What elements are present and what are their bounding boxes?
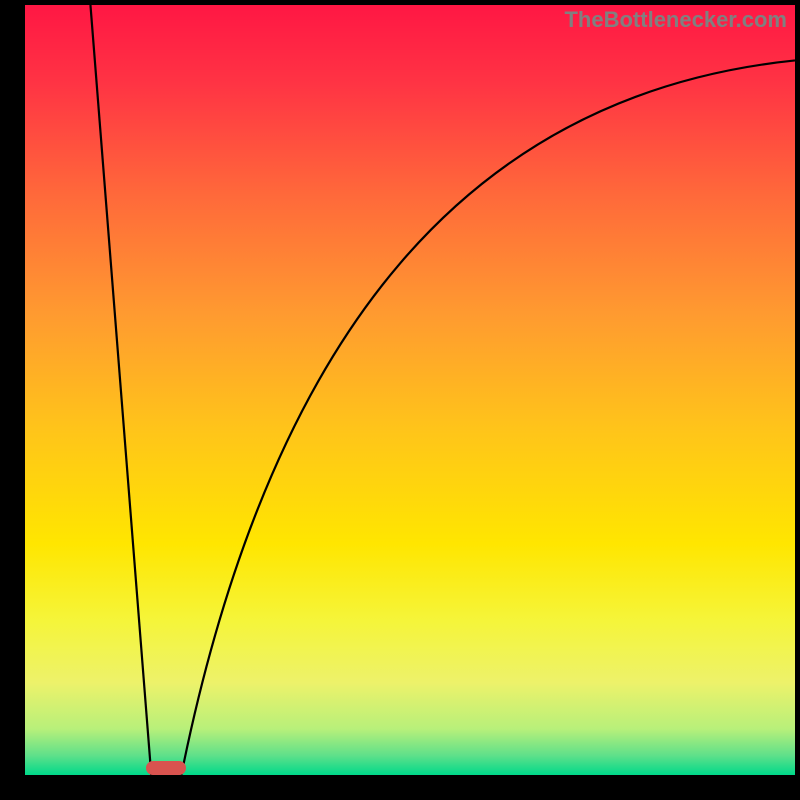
valley-marker bbox=[146, 761, 186, 775]
watermark-text: TheBottlenecker.com bbox=[564, 7, 787, 33]
plot-area: TheBottlenecker.com bbox=[25, 5, 795, 775]
bottleneck-curve bbox=[25, 5, 795, 775]
chart-container: TheBottlenecker.com bbox=[0, 0, 800, 800]
